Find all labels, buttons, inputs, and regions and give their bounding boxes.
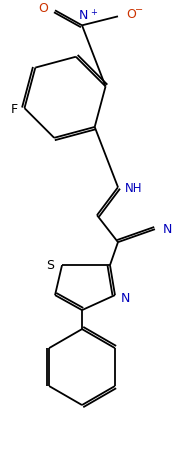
Text: −: −	[135, 5, 143, 16]
Text: O: O	[126, 8, 136, 21]
Text: O: O	[38, 2, 48, 15]
Text: F: F	[10, 103, 17, 116]
Text: S: S	[46, 259, 54, 271]
Text: +: +	[90, 8, 97, 17]
Text: N: N	[121, 292, 130, 305]
Text: NH: NH	[125, 182, 142, 195]
Text: N: N	[78, 9, 88, 22]
Text: N: N	[163, 223, 172, 236]
